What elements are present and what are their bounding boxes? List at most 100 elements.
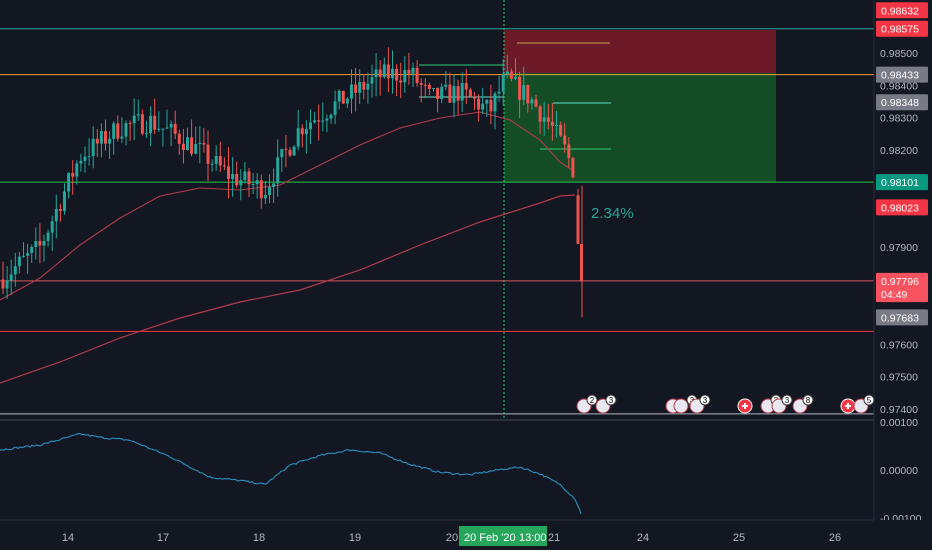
price-tag: 0.98433	[876, 66, 928, 83]
candle-body	[374, 69, 378, 78]
candle-body	[190, 137, 194, 154]
candle-body	[157, 128, 161, 130]
candle-body	[464, 82, 468, 90]
event-badge[interactable]: 3	[595, 394, 617, 414]
price-tag: 04:49	[876, 286, 928, 303]
candle-body	[296, 128, 300, 147]
candle-body	[317, 120, 321, 122]
candle-body	[309, 122, 312, 130]
time-tick-label: 19	[349, 532, 361, 544]
candle-body	[419, 83, 423, 85]
oscillator-tick-label: 0.00100	[880, 417, 918, 429]
candle-body	[350, 84, 353, 99]
candle-body	[563, 135, 567, 145]
candle-body	[505, 71, 509, 75]
stop-loss-zone	[504, 30, 776, 73]
horizontal-lines	[0, 28, 874, 415]
price-tick-label: 0.97400	[880, 404, 918, 416]
candle-body	[329, 114, 333, 119]
event-badge[interactable]	[737, 398, 753, 414]
price-tag-label: 0.98575	[881, 24, 919, 36]
price-axis[interactable]	[874, 0, 932, 520]
time-tick-label: 18	[253, 532, 265, 544]
candle-body	[407, 69, 411, 74]
candle-body	[423, 84, 427, 86]
candle-body	[95, 138, 99, 144]
moving-average-fast	[0, 111, 576, 301]
candle-body	[280, 149, 284, 158]
candle-body	[366, 83, 370, 90]
candle-body	[17, 256, 21, 267]
candle-body	[1, 279, 5, 289]
candle-body	[378, 69, 382, 78]
price-tag-label: 0.97683	[881, 312, 919, 324]
price-tick-label: 0.98500	[880, 48, 918, 60]
candle-body	[460, 82, 464, 101]
price-tag: 0.97796	[876, 272, 928, 289]
candle-body	[526, 85, 530, 104]
time-tick-label: 25	[733, 532, 745, 544]
price-tag-label: 0.98433	[881, 70, 919, 82]
price-tag-label: 0.97796	[881, 276, 919, 288]
event-badge-count: 3	[609, 396, 614, 405]
price-tick-label: 0.97500	[880, 372, 918, 384]
event-badge-count: 8	[806, 396, 811, 405]
moving-average-slow	[0, 194, 576, 384]
price-tag: 0.98101	[876, 174, 928, 191]
candle-body	[26, 253, 30, 256]
time-tick-label: 26	[829, 532, 841, 544]
candle-body	[153, 115, 157, 130]
candle-body	[136, 114, 140, 116]
event-badge[interactable]: 3	[689, 394, 711, 414]
event-badges[interactable]: 2 3 3 3 2 3 8 5	[576, 394, 875, 414]
candle-body	[128, 123, 132, 125]
candle-body	[186, 137, 189, 151]
position-percent-label: 2.34%	[591, 205, 634, 222]
candle-body	[112, 123, 116, 139]
price-tag: 0.98023	[876, 199, 928, 216]
candle-body	[555, 124, 558, 126]
crosshair-time-tag	[459, 526, 547, 546]
candle-body	[34, 240, 38, 247]
candle-body	[345, 98, 349, 104]
candle-body	[468, 89, 472, 97]
candle-body	[67, 173, 71, 192]
short-position-tool[interactable]	[419, 30, 776, 182]
time-tick-label: 20	[446, 532, 458, 544]
candle-body	[222, 165, 226, 167]
candle-body	[124, 123, 128, 137]
candle-body	[5, 280, 9, 289]
candle-body	[501, 74, 505, 92]
candle-body	[239, 180, 243, 186]
candle-body	[173, 123, 177, 134]
price-tag-label: 0.98023	[881, 202, 919, 214]
candle-body	[337, 90, 341, 102]
candle-body	[427, 84, 431, 89]
price-tick-label: 0.98200	[880, 145, 918, 157]
candle-body	[325, 118, 329, 121]
candle-body	[54, 208, 58, 222]
candle-body	[50, 221, 54, 233]
candle-body	[268, 187, 271, 195]
candle-body	[227, 166, 230, 180]
candle-body	[161, 128, 165, 130]
candle-body	[58, 208, 62, 211]
candle-body	[489, 99, 493, 112]
candle-body	[436, 88, 440, 99]
candle-body	[63, 191, 66, 211]
candlesticks	[1, 47, 583, 318]
event-badge[interactable]	[840, 398, 856, 414]
event-badge-count: 5	[867, 396, 872, 405]
event-badge[interactable]: 8	[792, 394, 814, 414]
event-badge[interactable]: 2	[576, 394, 598, 414]
candle-body	[444, 84, 448, 87]
candle-body	[550, 121, 554, 126]
candle-body	[276, 157, 280, 184]
price-tag-label: 0.98632	[881, 5, 919, 17]
event-badge[interactable]: 3	[771, 394, 793, 414]
price-axis-ticks: 0.98500 0.98400 0.98300 0.98200 0.97900 0.976…	[880, 48, 918, 416]
price-tag: 0.98632	[876, 2, 928, 19]
candle-body	[165, 127, 169, 129]
candle-body	[399, 80, 403, 83]
